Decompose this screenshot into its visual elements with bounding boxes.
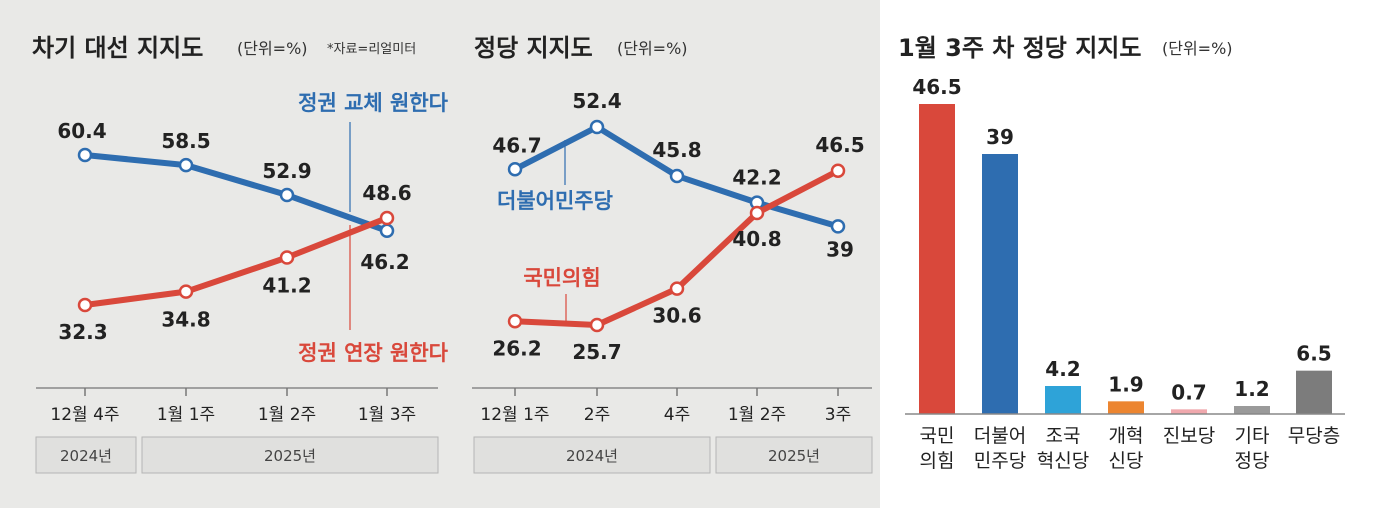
party-support-trend-chart: 정당 지지도 (단위=%) 12월 1주 2주 4주 1월 2주 3주 46.7 52.4 4… [472, 34, 873, 474]
data-point [77, 297, 93, 313]
chart3-title: 1월 3주 차 정당 지지도 [898, 34, 1141, 62]
data-label: 41.2 [262, 273, 311, 297]
bar-category-label: 민주당 [974, 450, 1026, 472]
chart2-year-2024: 2024년 [566, 447, 618, 465]
x-tick-label: 12월 4주 [50, 405, 119, 425]
chart2-title: 정당 지지도 [474, 34, 593, 62]
x-tick-label: 1월 2주 [728, 405, 786, 425]
chart1-source-note: *자료=리얼미터 [327, 42, 416, 57]
bar-value-label: 1.9 [1108, 372, 1143, 396]
data-point [507, 162, 523, 177]
x-tick-label: 4주 [664, 405, 690, 425]
data-point [669, 281, 685, 296]
bar [919, 104, 955, 414]
data-point [830, 219, 846, 234]
bar-value-label: 6.5 [1296, 342, 1331, 366]
data-label: 30.6 [652, 304, 701, 328]
chart2-year-box-2024 [473, 436, 711, 474]
bar [1234, 406, 1270, 414]
data-label: 26.2 [492, 336, 541, 360]
data-label: 40.8 [732, 227, 781, 251]
data-label: 32.3 [58, 320, 107, 344]
x-tick-label: 2주 [584, 405, 610, 425]
bar-value-label: 39 [986, 125, 1014, 149]
data-label: 48.6 [362, 181, 411, 205]
data-point [178, 284, 194, 299]
bar-category-label: 정당 [1235, 450, 1270, 472]
chart1-year-2024: 2024년 [60, 447, 112, 465]
bar-value-label: 1.2 [1234, 377, 1269, 401]
data-point [589, 317, 605, 333]
data-label: 46.7 [492, 133, 541, 157]
bar-category-label: 기타 [1235, 425, 1270, 447]
chart1-year-box-2025 [141, 436, 439, 474]
data-point [77, 147, 93, 163]
chart3-unit: (단위=%) [1162, 39, 1233, 58]
bar-category-label: 조국 [1046, 425, 1081, 447]
bar-chart-panel [880, 0, 1378, 508]
data-point [507, 314, 523, 329]
bar-value-label: 46.5 [912, 75, 961, 99]
chart1-series-label-extend: 정권 연장 원한다 [298, 341, 449, 365]
chart2-series-label-democratic: 더불어민주당 [497, 189, 613, 213]
data-point [589, 119, 605, 135]
bar-category-label: 혁신당 [1037, 450, 1089, 472]
bar-category-label: 의힘 [920, 450, 955, 472]
chart1-unit: (단위=%) [237, 39, 308, 58]
data-point [830, 163, 846, 179]
party-support-bar-chart: 1월 3주 차 정당 지지도 (단위=%) 46.5 국민의힘 39 더불어민주당 4.… [898, 34, 1345, 472]
x-tick-label: 1월 1주 [157, 405, 215, 425]
series-line-0 [82, 152, 390, 234]
chart2-unit: (단위=%) [617, 39, 688, 58]
x-tick-label: 1월 3주 [358, 405, 416, 425]
data-point [669, 168, 685, 184]
data-label: 39 [826, 237, 854, 261]
presidential-support-chart: 차기 대선 지지도 (단위=%) *자료=리얼미터 12월 4주 1월 1주 1월 … [32, 34, 449, 474]
bar-value-label: 4.2 [1045, 357, 1080, 381]
data-label: 45.8 [652, 138, 701, 162]
bar-category-label: 무당층 [1288, 425, 1340, 447]
bar-category-label: 신당 [1109, 450, 1144, 472]
chart1-title: 차기 대선 지지도 [32, 34, 203, 62]
data-label: 46.2 [360, 250, 409, 274]
x-tick-label: 3주 [825, 405, 851, 425]
chart2-year-box-2025 [715, 436, 873, 474]
data-point [379, 223, 395, 239]
bar-category-label: 진보당 [1163, 425, 1215, 447]
bar [1296, 370, 1332, 414]
data-point [279, 187, 295, 203]
bar [1171, 409, 1207, 414]
data-label: 46.5 [815, 133, 864, 157]
bar-category-label: 개혁 [1109, 425, 1144, 447]
bar [1045, 386, 1081, 414]
data-label: 60.4 [57, 119, 106, 143]
data-label: 52.4 [572, 89, 621, 113]
data-point [178, 157, 194, 173]
chart1-year-box-2024 [35, 436, 137, 474]
bar [1108, 401, 1144, 414]
data-label: 42.2 [732, 166, 781, 190]
data-label: 58.5 [161, 129, 210, 153]
chart2-year-2025: 2025년 [768, 447, 820, 465]
series-line-1 [82, 214, 390, 308]
chart1-series-label-replace: 정권 교체 원한다 [298, 91, 449, 115]
data-point [379, 210, 395, 226]
bar [982, 154, 1018, 414]
data-label: 52.9 [262, 159, 311, 183]
chart1-year-2025: 2025년 [264, 447, 316, 465]
chart2-series-label-ppp: 국민의힘 [523, 266, 600, 290]
bar-category-label: 국민 [920, 425, 955, 447]
bar-value-label: 0.7 [1171, 380, 1206, 404]
data-label: 34.8 [161, 308, 210, 332]
x-tick-label: 1월 2주 [258, 405, 316, 425]
data-point [749, 205, 765, 221]
x-tick-label: 12월 1주 [480, 405, 549, 425]
data-label: 25.7 [572, 340, 621, 364]
data-point [279, 250, 295, 265]
bar-category-label: 더불어 [974, 425, 1026, 447]
